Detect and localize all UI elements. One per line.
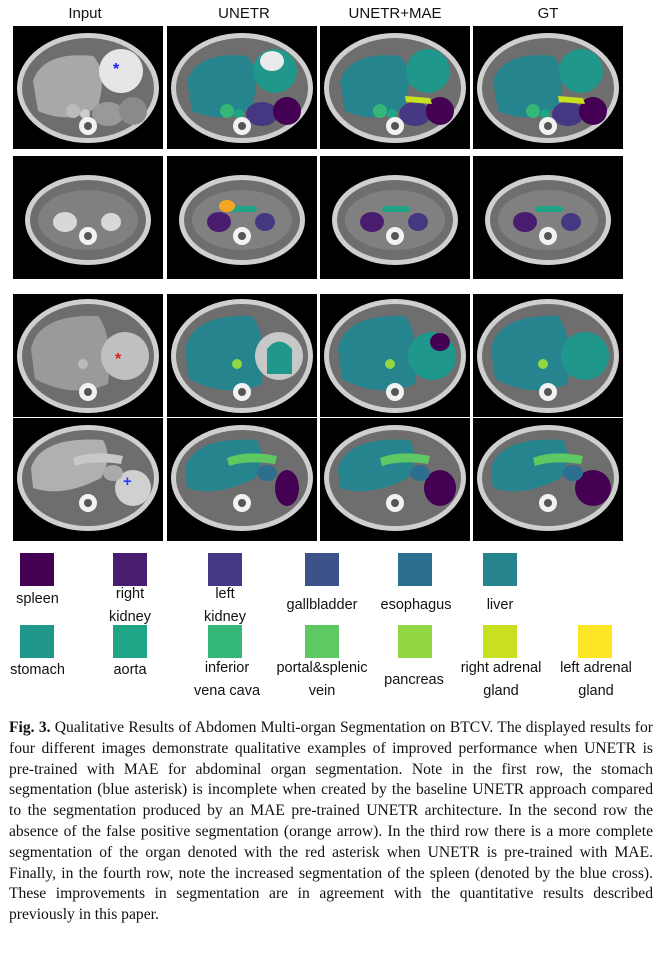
legend-swatch-portal-splenic-vein [305,625,339,658]
ct-image-row3-gt [473,294,623,417]
column-header-unetr-mae: UNETR+MAE [348,5,442,22]
ct-image-row2-input [13,156,163,279]
ct-image-row1-unetr-mae [320,26,470,149]
legend-swatch-gallbladder [305,553,339,586]
ct-image-row3-unetr [167,294,317,417]
ct-image-row2-unetr-mae [320,156,470,279]
legend-label-esophagus: esophagus [380,597,452,613]
ct-image-row4-unetr-mae [320,418,470,541]
ct-image-row4-gt [473,418,623,541]
legend-label-stomach: stomach [10,662,65,678]
ct-image-grid: * * + [13,26,625,546]
svg-text:*: * [113,61,120,78]
legend-label-liver: liver [486,597,514,613]
legend-label-inferior-vena-cava: inferior vena cava [193,660,261,699]
ct-image-row4-unetr [167,418,317,541]
legend-label-right-adrenal-gland: right adrenal gland [460,660,542,699]
legend-swatch-left-kidney [208,553,242,586]
legend-label-left-kidney: left kidney [204,586,246,625]
ct-image-row3-input: * [13,294,163,417]
legend-label-portal-splenic-vein: portal&splenic vein [276,660,368,699]
legend-swatch-stomach [20,625,54,658]
legend-label-pancreas: pancreas [384,672,444,688]
legend-swatch-liver [483,553,517,586]
caption-label: Fig. 3. [9,719,51,736]
legend-label-left-adrenal-gland: left adrenal gland [560,660,632,699]
legend-label-right-kidney: right kidney [109,586,151,625]
ct-image-row3-unetr-mae [320,294,470,417]
legend-swatch-right-adrenal-gland [483,625,517,658]
legend-label-gallbladder: gallbladder [286,597,358,613]
legend-swatch-aorta [113,625,147,658]
legend-swatch-esophagus [398,553,432,586]
column-header-unetr: UNETR [218,5,270,22]
column-header-gt: GT [537,5,559,22]
ct-image-row4-input: + [13,418,163,541]
svg-text:*: * [115,351,122,368]
legend-swatch-pancreas [398,625,432,658]
column-header-input: Input [68,5,102,22]
ct-image-row1-gt [473,26,623,149]
ct-image-row1-unetr [167,26,317,149]
legend-label-spleen: spleen [16,591,59,607]
legend-swatch-spleen [20,553,54,586]
caption-text: Qualitative Results of Abdomen Multi-org… [9,719,653,924]
ct-image-row2-gt [473,156,623,279]
legend-swatch-right-kidney [113,553,147,586]
ct-image-row1-input: * [13,26,163,149]
legend-label-aorta: aorta [113,662,147,678]
legend-swatch-left-adrenal-gland [578,625,612,658]
legend-swatch-inferior-vena-cava [208,625,242,658]
ct-image-row2-unetr [167,156,317,279]
svg-text:+: + [123,473,132,490]
figure-caption: Fig. 3. Qualitative Results of Abdomen M… [9,718,653,926]
